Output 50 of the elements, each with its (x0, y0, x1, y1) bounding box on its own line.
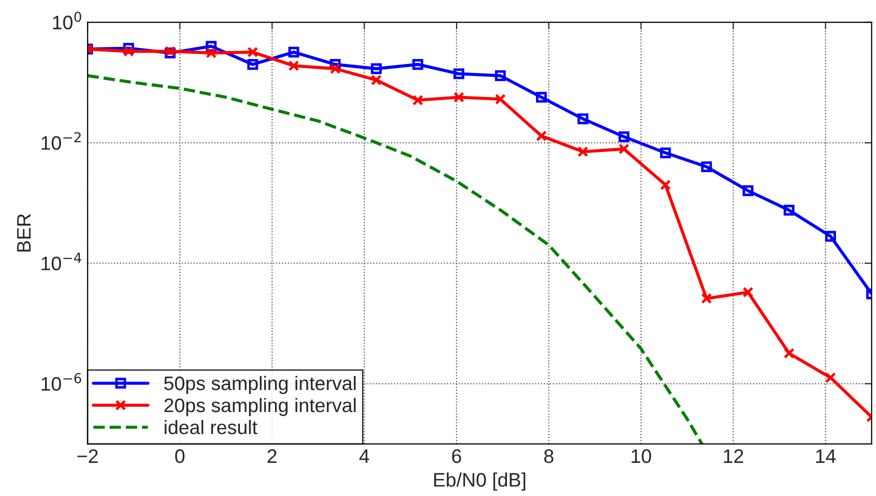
point (701, 293, 712, 304)
point (536, 130, 547, 142)
legend-label: ideal result (164, 420, 258, 434)
point (660, 147, 671, 158)
point (453, 92, 464, 103)
point (494, 70, 506, 82)
x-tick-label: 0 (175, 449, 184, 464)
point (123, 46, 134, 57)
point (618, 144, 630, 154)
point (742, 286, 754, 298)
y-tick-label: 10$^{−6}$ (42, 373, 82, 391)
point (288, 46, 300, 58)
x-axis-title: Eb/N0 [dB] (434, 472, 526, 491)
point (784, 348, 794, 359)
point (370, 74, 382, 86)
point (742, 185, 754, 196)
point (578, 113, 588, 124)
point (288, 60, 300, 72)
point (247, 46, 258, 58)
point (494, 94, 506, 105)
point (370, 63, 382, 74)
x-tick-label: 10 (632, 449, 652, 464)
y-tick-label: 10$^{−2}$ (42, 132, 81, 150)
point (453, 68, 464, 80)
y-tick-label: 10$^{−4}$ (42, 252, 82, 270)
x-tick-label: 8 (544, 449, 554, 464)
x-tick-label: −2 (77, 449, 98, 463)
point (330, 63, 341, 74)
point (825, 372, 836, 384)
point (247, 59, 258, 70)
point (536, 92, 547, 103)
x-tick-label: 4 (359, 449, 370, 463)
legend-label: 50ps sampling interval (164, 376, 356, 394)
point (701, 161, 712, 172)
point (825, 230, 836, 242)
x-tick-label: 6 (452, 449, 462, 464)
x-tick-label: 12 (724, 449, 744, 463)
point (660, 179, 671, 190)
legend-label: 20ps sampling interval (164, 398, 356, 416)
y-axis-title: BER (17, 214, 31, 252)
point (618, 131, 630, 142)
x-tick-label: 14 (816, 449, 836, 463)
y-tick-label: 10$^{0}$ (53, 12, 82, 30)
point (578, 146, 588, 158)
x-tick-label: 2 (268, 449, 277, 463)
point (412, 59, 424, 70)
point (784, 204, 794, 216)
point (206, 48, 217, 58)
line-series (88, 74, 704, 444)
point (412, 94, 424, 106)
